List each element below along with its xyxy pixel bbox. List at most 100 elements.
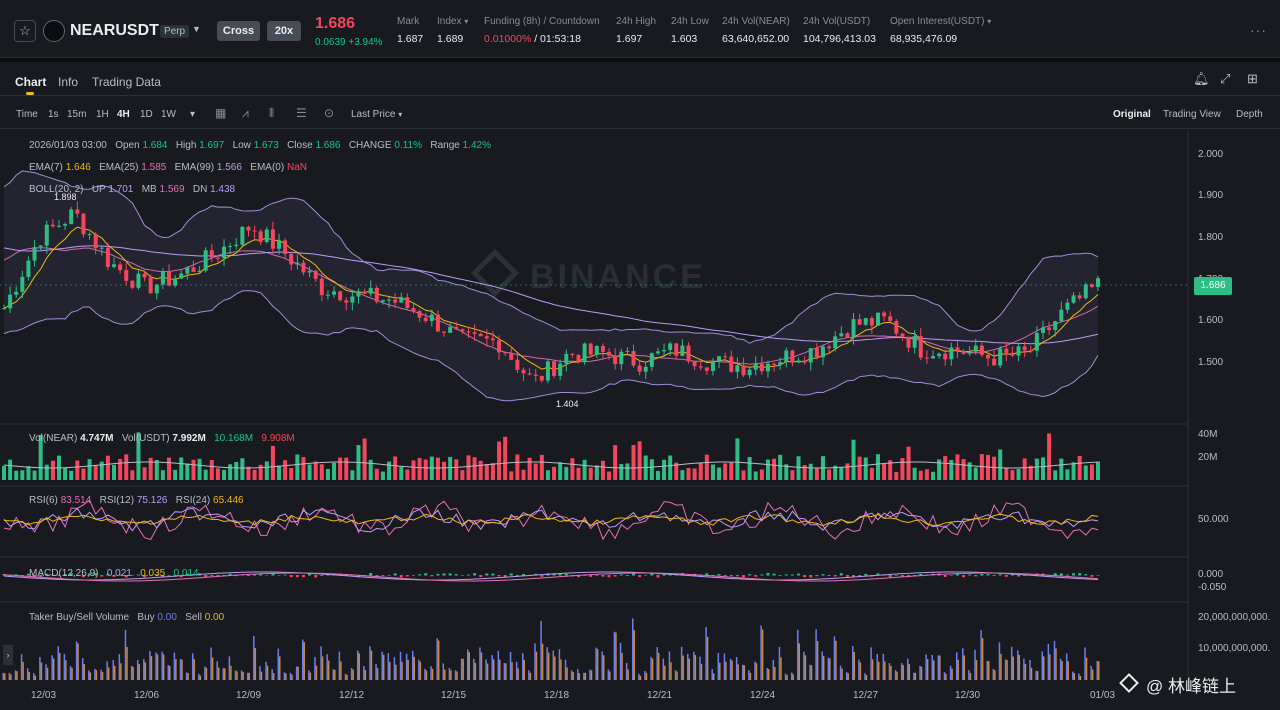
expand-icon[interactable]: ⤢ bbox=[1220, 71, 1231, 86]
volume-bar bbox=[338, 457, 343, 480]
macd-histogram-bar bbox=[613, 575, 617, 577]
volume-bar bbox=[655, 470, 660, 480]
taker-sell-bar bbox=[871, 659, 874, 680]
volume-bar bbox=[14, 470, 19, 480]
taker-buy-bar bbox=[876, 654, 878, 680]
volume-bar bbox=[319, 464, 324, 480]
volume-bar bbox=[350, 470, 355, 480]
interval-dropdown-icon[interactable]: ▾ bbox=[190, 109, 196, 120]
candle-body bbox=[405, 297, 410, 309]
candle-body bbox=[374, 287, 379, 302]
taker-sell-bar bbox=[34, 675, 37, 680]
candle-body bbox=[160, 271, 165, 285]
taker-buy-bar bbox=[26, 668, 29, 680]
macd-histogram-bar bbox=[625, 575, 629, 576]
view-depth[interactable]: Depth bbox=[1236, 109, 1263, 120]
taker-buy-bar bbox=[528, 670, 530, 680]
leverage-button[interactable]: 20x bbox=[267, 21, 301, 41]
macd-histogram-bar bbox=[271, 573, 275, 576]
macd-histogram-bar bbox=[454, 574, 458, 576]
crosshair-icon[interactable]: ⊙ bbox=[324, 106, 335, 120]
macd-histogram-bar bbox=[246, 575, 250, 577]
taker-buy-bar bbox=[277, 648, 280, 680]
macd-histogram-bar bbox=[26, 573, 30, 576]
stat-value: 1.697 bbox=[616, 33, 643, 45]
bell-icon[interactable]: 🔔︎ bbox=[1193, 71, 1210, 86]
macd-histogram-bar bbox=[577, 575, 581, 578]
candle-type-icon[interactable]: ⫴ bbox=[269, 106, 275, 120]
macd-axis-label: -0.050 bbox=[1198, 582, 1227, 593]
volume-bar bbox=[258, 464, 263, 480]
volume-bar bbox=[50, 460, 55, 480]
interval-time[interactable]: Time bbox=[16, 109, 38, 120]
macd-histogram-bar bbox=[136, 574, 140, 576]
expand-left-icon[interactable]: › bbox=[3, 645, 13, 665]
interval-1w[interactable]: 1W bbox=[161, 109, 176, 120]
candle-body bbox=[466, 331, 471, 333]
volume-bar bbox=[863, 457, 868, 480]
interval-1h[interactable]: 1H bbox=[96, 109, 109, 120]
volume-bar bbox=[93, 465, 98, 480]
taker-sell-bar bbox=[700, 663, 703, 680]
settings-icon[interactable]: ☰ bbox=[296, 106, 307, 120]
taker-buy-bar bbox=[234, 670, 237, 680]
grid-layout-icon[interactable]: ⊞ bbox=[1247, 71, 1258, 86]
taker-axis-label: 10,000,000,000. bbox=[1198, 643, 1271, 654]
candle-body bbox=[368, 287, 373, 294]
interval-4h[interactable]: 4H bbox=[117, 109, 130, 120]
macd-histogram-bar bbox=[424, 573, 428, 576]
interval-1d[interactable]: 1D bbox=[140, 109, 153, 120]
volume-bar bbox=[582, 459, 587, 480]
calendar-icon[interactable]: ▦ bbox=[215, 106, 227, 120]
tab-info[interactable]: Info bbox=[58, 75, 79, 89]
tab-chart[interactable]: Chart bbox=[15, 75, 47, 89]
volume-axis-label: 20M bbox=[1198, 452, 1218, 463]
price-type-select[interactable]: Last Price ▾ bbox=[351, 109, 403, 120]
symbol-name[interactable]: NEARUSDT bbox=[70, 22, 159, 39]
macd-histogram-bar bbox=[711, 574, 715, 576]
binance-watermark: BINANCE bbox=[530, 258, 706, 296]
interval-15m[interactable]: 15m bbox=[67, 109, 87, 120]
taker-buy-bar bbox=[925, 654, 927, 680]
volume-bar bbox=[478, 460, 483, 480]
candle-body bbox=[411, 308, 416, 312]
candle-body bbox=[497, 340, 502, 353]
indicators-icon[interactable]: ⩘ bbox=[242, 106, 249, 120]
taker-buy-bar bbox=[754, 661, 756, 680]
date-label: 12/24 bbox=[750, 690, 776, 701]
candle-body bbox=[283, 240, 288, 254]
candle-body bbox=[460, 329, 465, 332]
favorite-star-icon[interactable]: ☆ bbox=[14, 20, 36, 42]
candle-body bbox=[869, 318, 874, 326]
macd-histogram-bar bbox=[411, 575, 415, 576]
macd-histogram-bar bbox=[106, 573, 110, 576]
tab-trading-data[interactable]: Trading Data bbox=[92, 75, 161, 89]
chevron-down-icon[interactable]: ▼ bbox=[192, 24, 201, 34]
candle-body bbox=[594, 346, 599, 355]
candle-body bbox=[558, 363, 563, 376]
date-label: 12/15 bbox=[441, 690, 467, 701]
taker-buy-bar bbox=[94, 668, 96, 680]
volume-bar bbox=[888, 460, 893, 480]
footer-watermark: @ 林峰链上 bbox=[1146, 677, 1236, 696]
taker-sell-bar bbox=[468, 652, 470, 680]
volume-bar bbox=[142, 467, 147, 480]
stat-value: 1.689 bbox=[437, 33, 464, 45]
view-original[interactable]: Original bbox=[1113, 109, 1151, 120]
candle-body bbox=[1016, 346, 1021, 356]
volume-bar bbox=[209, 459, 214, 480]
view-trading-view[interactable]: Trading View bbox=[1163, 109, 1221, 120]
chart-canvas[interactable] bbox=[0, 130, 1280, 690]
margin-mode-button[interactable]: Cross bbox=[217, 21, 260, 41]
candle-body bbox=[1034, 332, 1039, 351]
taker-sell-bar bbox=[639, 675, 642, 680]
taker-buy-bar bbox=[497, 650, 500, 680]
more-options-icon[interactable]: ··· bbox=[1250, 22, 1267, 38]
volume-bar bbox=[252, 469, 257, 480]
interval-1s[interactable]: 1s bbox=[48, 109, 59, 120]
taker-buy-bar bbox=[491, 655, 493, 680]
candle-body bbox=[1040, 327, 1045, 333]
candle-body bbox=[1071, 295, 1076, 303]
candle-body bbox=[380, 300, 385, 302]
volume-bar bbox=[967, 462, 972, 480]
